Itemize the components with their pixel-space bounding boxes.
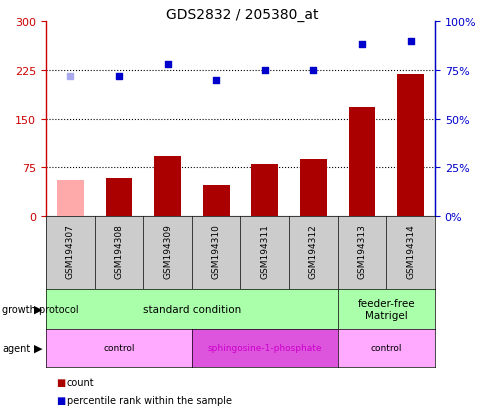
Text: GSM194308: GSM194308 <box>114 224 123 278</box>
Text: GSM194307: GSM194307 <box>66 224 75 278</box>
Text: growth protocol: growth protocol <box>2 304 79 314</box>
Text: count: count <box>66 377 94 387</box>
Text: control: control <box>370 344 401 353</box>
Bar <box>202 186 229 216</box>
Text: ■: ■ <box>56 395 65 405</box>
Point <box>212 77 220 83</box>
Bar <box>57 181 84 216</box>
Text: GSM194311: GSM194311 <box>260 224 269 278</box>
Text: GSM194313: GSM194313 <box>357 224 366 278</box>
Bar <box>106 179 132 216</box>
Text: GDS2832 / 205380_at: GDS2832 / 205380_at <box>166 8 318 22</box>
Bar <box>154 156 181 216</box>
Text: GSM194312: GSM194312 <box>308 224 318 278</box>
Text: control: control <box>103 344 135 353</box>
Point <box>163 62 171 68</box>
Bar <box>348 107 375 216</box>
Text: ▶: ▶ <box>34 304 42 314</box>
Text: ■: ■ <box>56 377 65 387</box>
Point <box>309 67 317 74</box>
Text: GSM194310: GSM194310 <box>211 224 220 278</box>
Text: percentile rank within the sample: percentile rank within the sample <box>66 395 231 405</box>
Text: feeder-free
Matrigel: feeder-free Matrigel <box>357 299 414 320</box>
Point <box>260 67 268 74</box>
Point <box>115 73 122 80</box>
Text: GSM194314: GSM194314 <box>405 224 414 278</box>
Point <box>406 38 414 45</box>
Point <box>66 73 74 80</box>
Bar <box>251 165 278 216</box>
Text: ▶: ▶ <box>34 343 42 353</box>
Bar <box>300 160 326 216</box>
Text: GSM194309: GSM194309 <box>163 224 172 278</box>
Text: sphingosine-1-phosphate: sphingosine-1-phosphate <box>207 344 321 353</box>
Bar <box>396 75 423 216</box>
Text: agent: agent <box>2 343 30 353</box>
Point <box>358 42 365 49</box>
Text: standard condition: standard condition <box>142 304 241 314</box>
